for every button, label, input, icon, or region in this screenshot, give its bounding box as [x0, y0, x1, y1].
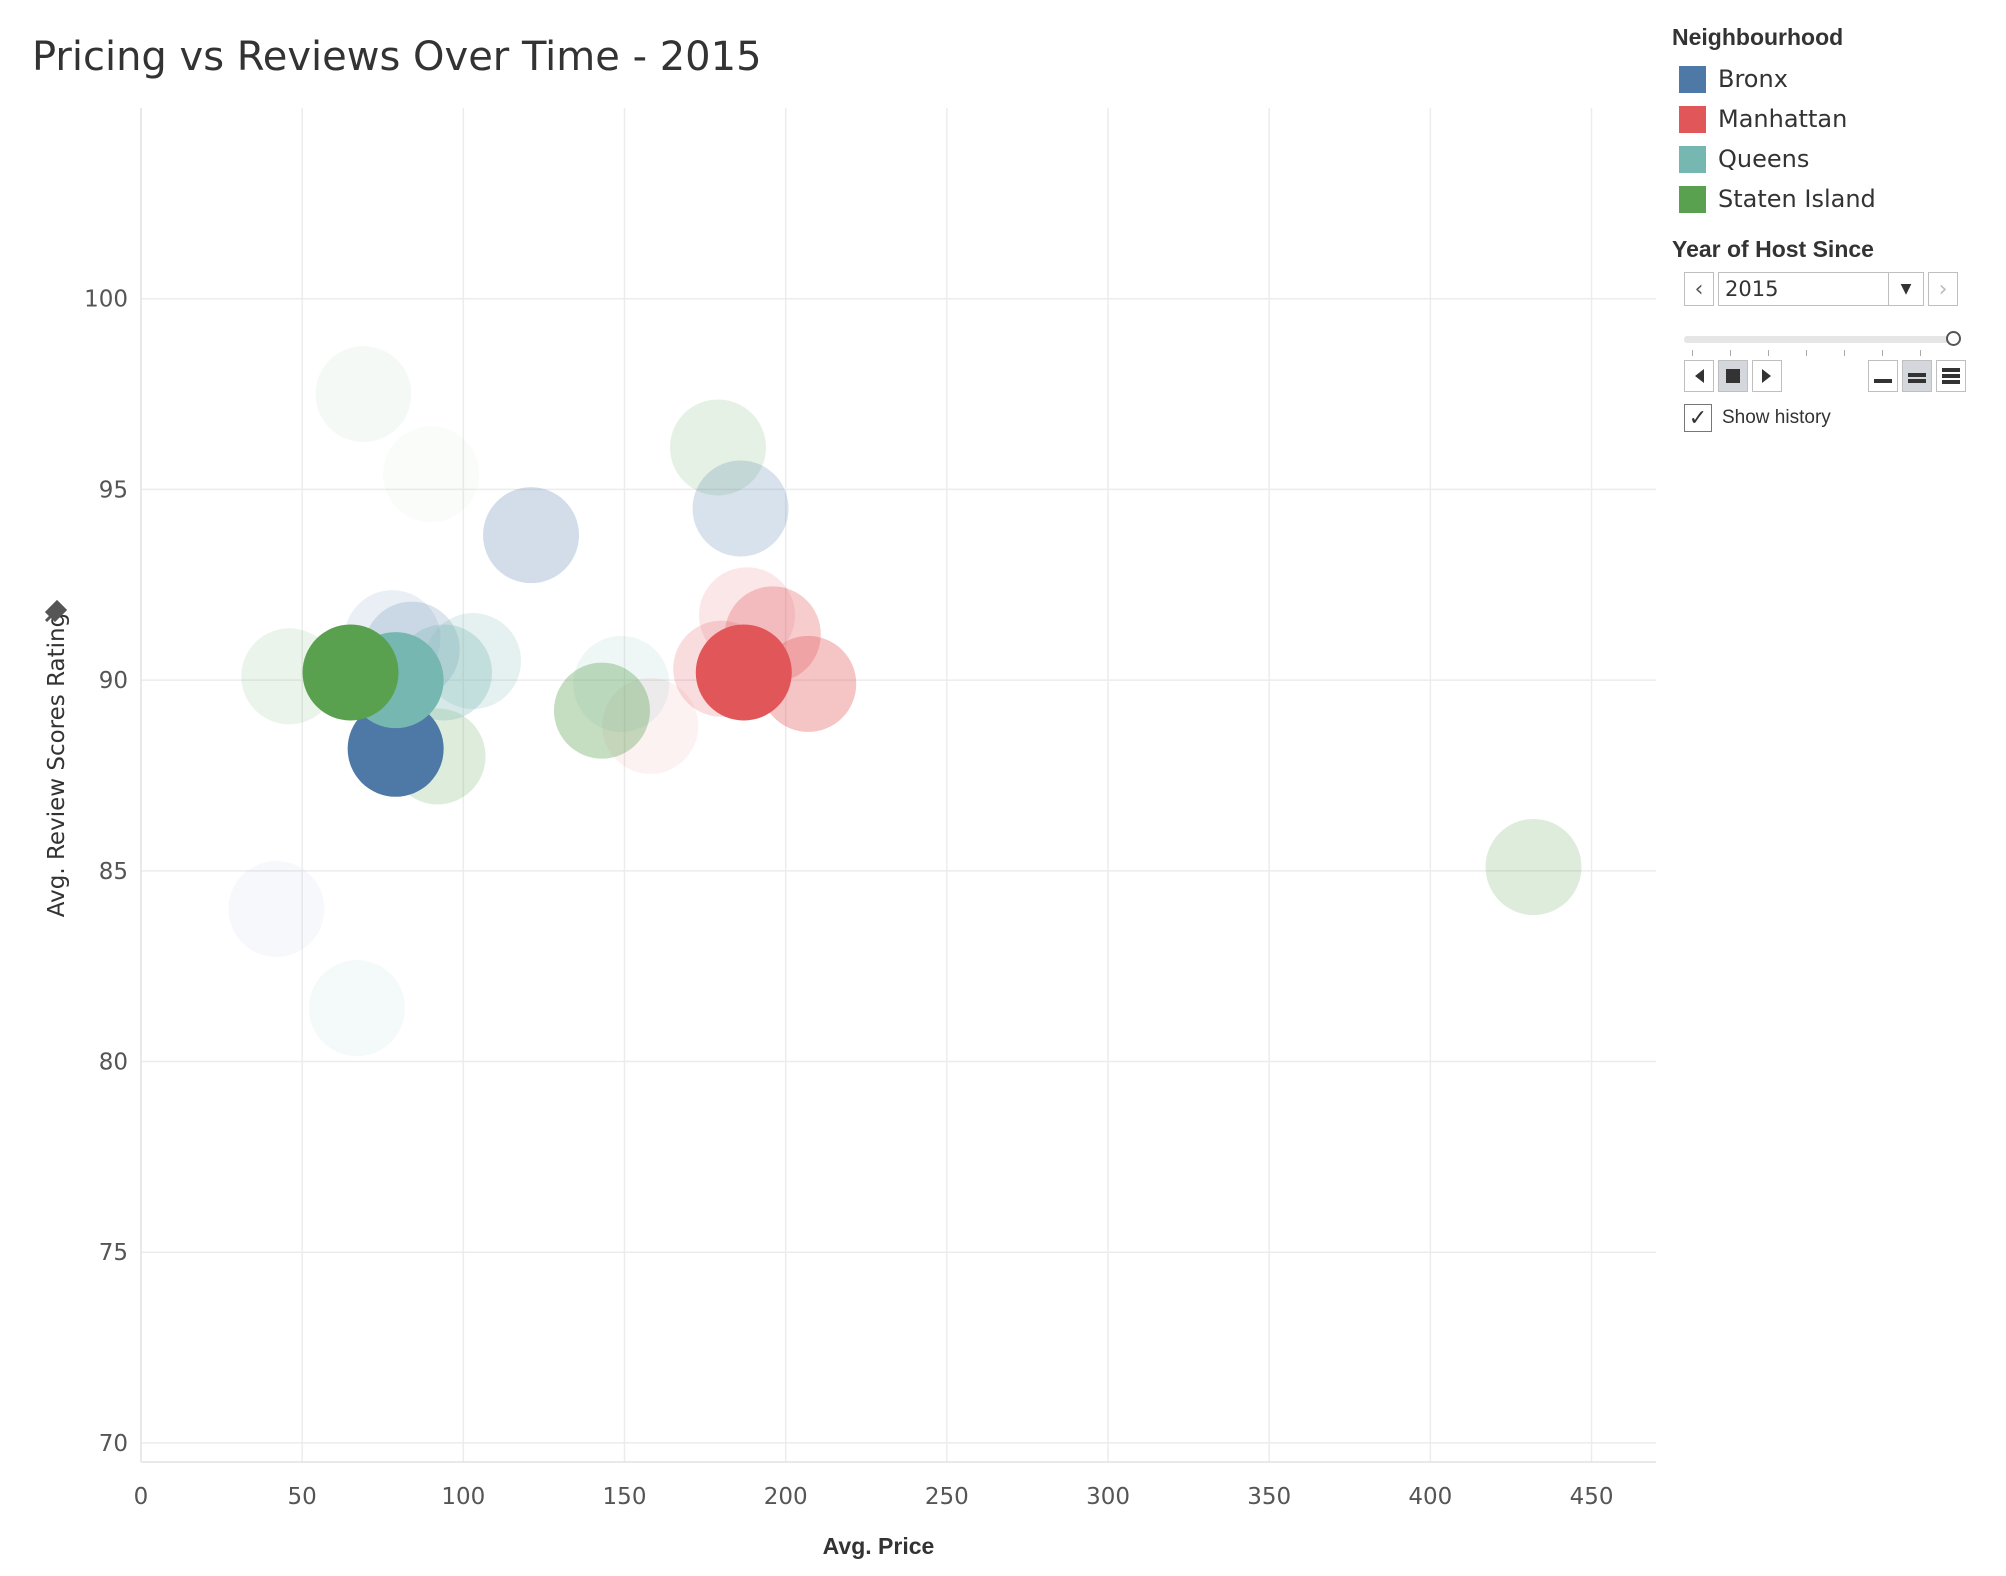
slider-tick — [1882, 350, 1883, 356]
bubble-staten-island-history[interactable] — [1485, 819, 1582, 916]
bubble-bronx-current[interactable] — [347, 700, 444, 797]
x-tick-label: 400 — [1408, 1484, 1452, 1510]
y-tick-label: 95 — [99, 477, 128, 503]
scatter-chart: 0 50 100 150 200 250 300 350 400 450 70 75 80 85 90 95 1… — [44, 108, 1656, 1559]
x-tick-label: 250 — [925, 1484, 969, 1510]
legend-label-bronx: Bronx — [1718, 65, 1788, 93]
checkmark-icon: ✓ — [1688, 405, 1708, 431]
x-tick-label: 50 — [288, 1484, 317, 1510]
y-tick-label: 100 — [84, 287, 128, 313]
slider-tick — [1692, 350, 1693, 356]
year-selector-row: ‹ 2015 ▼ › — [1684, 272, 1958, 306]
legend-swatch-queens — [1679, 145, 1706, 173]
x-tick-label: 0 — [134, 1484, 149, 1510]
chevron-left-icon[interactable]: ‹ — [1684, 272, 1714, 306]
legend-title: Neighbourhood — [1672, 24, 1844, 50]
slider-tick — [1844, 350, 1845, 356]
stop-icon[interactable] — [1718, 360, 1748, 392]
legend-item-staten-island[interactable]: Staten Island — [1672, 179, 1992, 219]
speed-slow-icon[interactable] — [1868, 360, 1898, 392]
color-legend: Neighbourhood Bronx Manhattan Queens Sta… — [1672, 24, 1992, 219]
chart-title: Pricing vs Reviews Over Time - 2015 — [32, 34, 762, 80]
legend-label-staten-island: Staten Island — [1718, 185, 1876, 213]
legend-item-queens[interactable]: Queens — [1672, 139, 1992, 179]
legend-swatch-manhattan — [1679, 105, 1706, 133]
bubble-bronx-history[interactable] — [228, 860, 325, 957]
y-tick-label: 75 — [99, 1240, 128, 1266]
bubble-staten-island-history[interactable] — [553, 662, 650, 759]
bubble-queens-history[interactable] — [425, 613, 522, 710]
bubble-manhattan-history[interactable] — [602, 677, 699, 774]
bubble-queens-history[interactable] — [308, 960, 405, 1057]
chevron-right-icon[interactable]: › — [1928, 272, 1958, 306]
y-tick-label: 80 — [99, 1050, 128, 1076]
show-history-checkbox[interactable]: ✓ — [1684, 404, 1712, 432]
speed-fast-icon[interactable] — [1936, 360, 1966, 392]
show-history-label: Show history — [1722, 407, 1831, 428]
slider-tick — [1768, 350, 1769, 356]
y-tick-label: 90 — [99, 668, 128, 694]
slider-tick — [1806, 350, 1807, 356]
filter-title: Year of Host Since — [1672, 236, 1874, 262]
bubble-bronx-history[interactable] — [692, 460, 789, 557]
x-tick-label: 300 — [1086, 1484, 1130, 1510]
bubble-manhattan-current[interactable] — [695, 624, 792, 721]
slider-track[interactable] — [1684, 336, 1954, 343]
x-tick-label: 200 — [764, 1484, 808, 1510]
bubble-staten-island-current[interactable] — [302, 624, 399, 721]
legend-label-manhattan: Manhattan — [1718, 105, 1848, 133]
slider-handle[interactable] — [1946, 331, 1961, 346]
show-history-toggle[interactable]: ✓ Show history — [1684, 404, 1831, 432]
bubble-staten-island-history[interactable] — [669, 399, 766, 496]
year-slider[interactable] — [1684, 330, 1966, 360]
slider-tick — [1920, 350, 1921, 356]
slider-tick — [1730, 350, 1731, 356]
playback-controls — [1684, 360, 1966, 394]
legend-item-manhattan[interactable]: Manhattan — [1672, 99, 1992, 139]
x-axis-label: Avg. Price — [823, 1533, 935, 1559]
x-tick-label: 450 — [1570, 1484, 1614, 1510]
step-back-icon[interactable] — [1684, 360, 1714, 392]
bubble-staten-island-history[interactable] — [383, 426, 479, 522]
y-tick-label: 70 — [99, 1431, 128, 1457]
year-filter: Year of Host Since ‹ 2015 ▼ › — [1672, 236, 1992, 432]
x-tick-label: 350 — [1247, 1484, 1291, 1510]
x-tick-label: 100 — [441, 1484, 485, 1510]
bubble-bronx-history[interactable] — [483, 487, 580, 584]
bubble-queens-history[interactable] — [573, 635, 670, 732]
speed-medium-icon[interactable] — [1902, 360, 1932, 392]
legend-label-queens: Queens — [1718, 145, 1810, 173]
year-dropdown[interactable]: 2015 ▼ — [1718, 272, 1924, 306]
step-forward-icon[interactable] — [1752, 360, 1782, 392]
y-axis-label: Avg. Review Scores Rating — [44, 613, 70, 917]
pin-icon[interactable] — [44, 599, 68, 623]
caret-down-icon[interactable]: ▼ — [1888, 273, 1923, 305]
legend-swatch-bronx — [1679, 65, 1706, 93]
year-dropdown-value: 2015 — [1725, 277, 1779, 301]
bubble-staten-island-history[interactable] — [315, 346, 412, 443]
x-tick-label: 150 — [603, 1484, 647, 1510]
y-tick-label: 85 — [99, 859, 128, 885]
legend-item-bronx[interactable]: Bronx — [1672, 59, 1992, 99]
legend-swatch-staten-island — [1679, 185, 1706, 213]
